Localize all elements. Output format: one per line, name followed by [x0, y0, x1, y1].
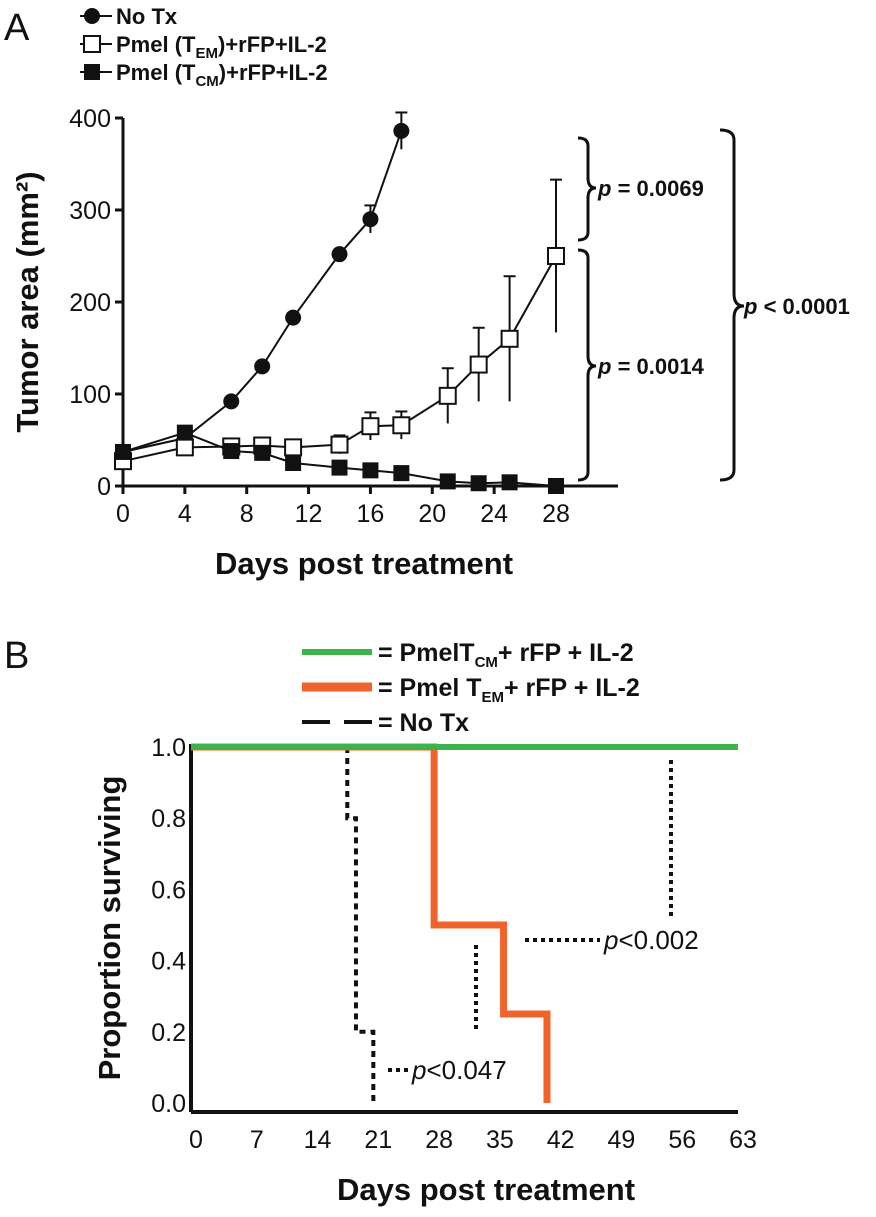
x-tick-label-b-4: 28	[425, 1126, 453, 1154]
x-tick-label-a-7: 28	[542, 500, 570, 528]
p-value-a-1: p = 0.0069	[597, 176, 704, 201]
legend-b-label-2: = No Tx	[378, 709, 469, 737]
y-axis-label-b: Proportion surviving	[92, 776, 127, 1081]
y-tick-label-a-1: 100	[69, 381, 111, 409]
legend-a-label-0: No Tx	[116, 4, 178, 29]
panel-b-letter: B	[4, 635, 29, 677]
chart-a: No Tx Pmel (TEM)+rFP+IL-2 Pmel (TCM)+rFP…	[10, 4, 850, 581]
x-tick-label-b-2: 14	[304, 1126, 332, 1154]
y-tick-label-b-5: 1.0	[151, 734, 186, 762]
x-tick-label-b-0: 0	[189, 1126, 203, 1154]
point-a-1-6	[361, 417, 380, 436]
x-tick-label-b-3: 21	[364, 1126, 392, 1154]
x-tick-label-b-8: 56	[668, 1126, 696, 1154]
chart-b: = PmelTCM+ rFP + IL-2 = Pmel TEM+ rFP + …	[92, 639, 757, 1207]
point-a-1-11	[547, 247, 565, 265]
point-a-2-10	[501, 474, 518, 491]
legend-b-label-1: = Pmel TEM+ rFP + IL-2	[378, 674, 640, 706]
x-axis-label-a: Days post treatment	[215, 546, 513, 581]
legend-b: = PmelTCM+ rFP + IL-2 = Pmel TEM+ rFP + …	[302, 639, 640, 737]
legend-a-item-2: Pmel (TCM)+rFP+IL-2	[80, 60, 328, 90]
point-a-0-6	[362, 211, 379, 228]
point-a-1-10	[500, 329, 519, 348]
x-tick-label-b-7: 49	[608, 1126, 636, 1154]
legend-b-item-0: = PmelTCM+ rFP + IL-2	[302, 639, 634, 671]
point-a-1-8	[438, 386, 457, 405]
y-tick-label-a-4: 400	[69, 105, 111, 133]
brace-a-3	[719, 128, 745, 482]
x-tick-label-a-0: 0	[116, 500, 130, 528]
point-a-1-7	[392, 416, 411, 435]
legend-a-label-1: Pmel (TEM)+rFP+IL-2	[116, 32, 327, 62]
legend-b-label-0: = PmelTCM+ rFP + IL-2	[378, 639, 634, 671]
x-tick-label-b-1: 7	[250, 1126, 264, 1154]
point-a-2-1	[176, 424, 193, 441]
series-a-0	[115, 111, 410, 460]
y-tick-label-b-4: 0.8	[151, 805, 186, 833]
point-a-2-6	[362, 462, 379, 479]
point-a-2-8	[439, 473, 456, 490]
significance-bracket-b-1	[525, 760, 673, 942]
point-a-0-7	[393, 122, 410, 139]
x-tick-label-a-4: 16	[357, 500, 385, 528]
point-a-0-4	[285, 309, 302, 326]
point-a-0-2	[223, 393, 240, 410]
y-tick-label-b-2: 0.4	[151, 948, 186, 976]
point-a-1-5	[330, 435, 349, 454]
point-a-0-5	[331, 246, 348, 263]
legend-a-marker-2	[84, 64, 100, 80]
point-a-2-4	[285, 455, 302, 471]
point-a-1-1	[175, 438, 194, 457]
point-a-2-11	[548, 478, 564, 494]
legend-a-item-1: Pmel (TEM)+rFP+IL-2	[80, 32, 327, 62]
point-a-2-7	[393, 465, 410, 482]
point-a-0-3	[254, 358, 271, 375]
point-a-2-9	[470, 475, 487, 492]
p-value-a-2: p = 0.0014	[597, 354, 705, 379]
p-value-b-1: p<0.002	[603, 925, 699, 955]
p-value-b-2: p<0.047	[411, 1055, 507, 1085]
legend-a-marker-0	[84, 8, 100, 24]
point-a-2-0	[115, 443, 131, 460]
x-axis-label-b: Days post treatment	[337, 1172, 635, 1207]
brace-a-1	[577, 136, 597, 242]
series-a-2	[115, 424, 564, 494]
point-a-2-5	[331, 459, 348, 476]
panel-a-letter: A	[4, 7, 30, 49]
point-a-2-3	[254, 444, 271, 461]
y-tick-label-b-1: 0.2	[151, 1019, 186, 1047]
y-tick-label-b-0: 0.0	[151, 1090, 186, 1118]
legend-b-item-1: = Pmel TEM+ rFP + IL-2	[302, 674, 640, 706]
x-tick-label-b-6: 42	[547, 1126, 575, 1154]
point-a-1-4	[284, 438, 303, 457]
x-tick-label-a-5: 20	[418, 500, 446, 528]
series-a-line-0	[122, 130, 403, 453]
legend-a-item-0: No Tx	[80, 4, 178, 29]
significance-bracket-b-2	[388, 945, 478, 1072]
x-tick-label-a-6: 24	[480, 500, 508, 528]
y-tick-label-a-2: 200	[69, 289, 111, 317]
point-a-1-9	[469, 355, 488, 374]
x-tick-label-a-1: 4	[178, 500, 192, 528]
x-tick-label-b-9: 63	[729, 1126, 757, 1154]
brace-a-2	[577, 248, 597, 482]
p-value-a-3: p < 0.0001	[743, 294, 850, 319]
point-a-2-2	[223, 443, 240, 460]
y-axis-label-a: Tumor area (mm²)	[10, 171, 45, 432]
legend-a-marker-1	[83, 35, 101, 53]
y-tick-label-a-3: 300	[69, 197, 111, 225]
x-tick-label-a-3: 12	[295, 500, 323, 528]
x-tick-label-b-5: 35	[486, 1126, 514, 1154]
y-tick-label-b-3: 0.6	[151, 876, 186, 904]
x-tick-label-a-2: 8	[240, 500, 254, 528]
legend-a: No Tx Pmel (TEM)+rFP+IL-2 Pmel (TCM)+rFP…	[80, 4, 328, 90]
y-tick-label-a-0: 0	[97, 473, 111, 501]
series-b-line-2	[345, 747, 376, 1103]
legend-b-item-2: = No Tx	[302, 709, 469, 737]
legend-a-label-2: Pmel (TCM)+rFP+IL-2	[116, 60, 328, 90]
series-b-line-1	[191, 743, 551, 1103]
